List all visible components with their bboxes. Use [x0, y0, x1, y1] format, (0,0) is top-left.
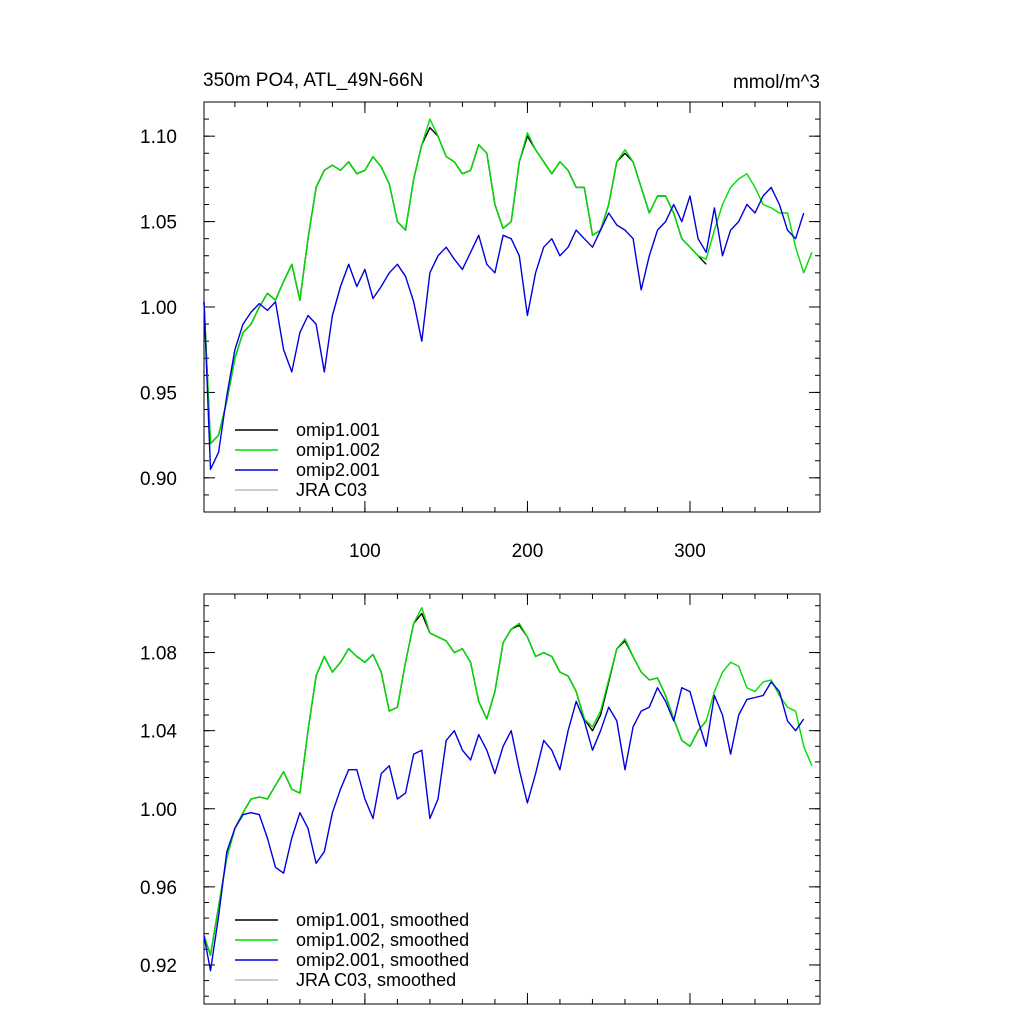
legend-label: omip1.001 — [296, 420, 380, 440]
y-tick-label: 1.10 — [140, 127, 177, 148]
y-tick-label: 0.95 — [140, 383, 177, 404]
x-tick-label: 300 — [674, 541, 706, 562]
y-tick-label: 1.00 — [140, 800, 177, 821]
units-label: mmol/m^3 — [733, 72, 820, 93]
x-tick-label: 200 — [512, 541, 544, 562]
plot-frame — [203, 593, 821, 1005]
series-line-omip1-001 — [203, 126, 707, 445]
legend-label: omip2.001 — [296, 460, 380, 480]
y-tick-label: 1.00 — [140, 298, 177, 319]
y-tick-label: 0.90 — [140, 469, 177, 490]
x-tick-label: 100 — [349, 541, 381, 562]
legend-label: omip1.001, smoothed — [296, 910, 469, 930]
legend-label: omip1.002, smoothed — [296, 930, 469, 950]
series-line-omip2-001-smoothed — [203, 681, 805, 972]
y-tick-label: 1.08 — [140, 644, 177, 665]
series-line-omip1-002-smoothed — [203, 607, 813, 956]
y-tick-label: 1.04 — [140, 722, 177, 743]
legend-label: omip1.002 — [296, 440, 380, 460]
legend-label: JRA C03 — [296, 480, 367, 500]
legend-label: JRA C03, smoothed — [296, 970, 456, 990]
y-tick-label: 1.05 — [140, 213, 177, 234]
series-line-omip1-002 — [203, 118, 813, 445]
y-tick-label: 0.96 — [140, 878, 177, 899]
legend-label: omip2.001, smoothed — [296, 950, 469, 970]
chart-title: 350m PO4, ATL_49N-66N — [203, 70, 423, 91]
y-tick-label: 0.92 — [140, 956, 177, 977]
series-line-omip1-001-smoothed — [203, 612, 707, 956]
series-line-omip2-001 — [203, 186, 805, 470]
